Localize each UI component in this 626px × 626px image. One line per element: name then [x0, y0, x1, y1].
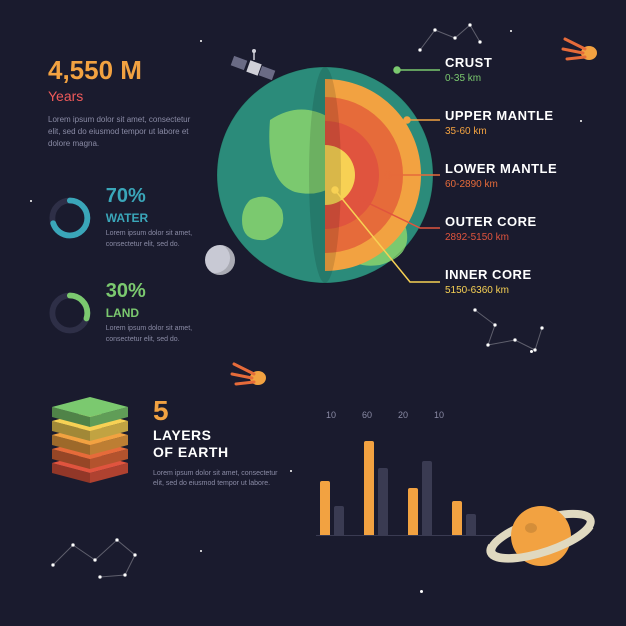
water-donut-chart	[48, 189, 92, 247]
bar-pair	[452, 501, 476, 536]
callout-crust: CRUST 0-35 km	[445, 55, 557, 84]
layers-of-earth-block: 5 LAYERS OF EARTH Lorem ipsum dolor sit …	[48, 395, 283, 490]
layer-callouts: CRUST 0-35 km UPPER MANTLE 35-60 km LOWE…	[445, 55, 557, 320]
satellite-icon	[228, 48, 278, 88]
earth-cutaway-diagram	[210, 60, 440, 290]
age-description: Lorem ipsum dolor sit amet, consectetur …	[48, 114, 198, 150]
saturn-icon	[486, 486, 596, 586]
layers-title-l2: OF EARTH	[153, 444, 283, 461]
moon-icon	[205, 245, 235, 275]
callout-outer-core: OUTER CORE 2892-5150 km	[445, 214, 557, 243]
constellation-icon	[45, 525, 145, 585]
bar-pair	[320, 481, 344, 536]
land-description: Lorem ipsum dolor sit amet, consectetur …	[106, 324, 228, 345]
age-value: 4,550 M	[48, 55, 198, 86]
comet-icon	[230, 360, 270, 390]
age-unit: Years	[48, 88, 198, 104]
land-donut-chart	[48, 284, 92, 342]
earth-age-block: 4,550 M Years Lorem ipsum dolor sit amet…	[48, 55, 198, 150]
bar-pair	[408, 461, 432, 536]
chart-labels: 10 60 20 10	[320, 410, 520, 420]
water-stat: 70% WATER Lorem ipsum dolor sit amet, co…	[48, 185, 228, 250]
layers-description: Lorem ipsum dolor sit amet, consectetur …	[153, 469, 283, 490]
constellation-icon	[415, 20, 485, 60]
layers-count: 5	[153, 395, 169, 426]
callout-inner-core: INNER CORE 5150-6360 km	[445, 267, 557, 296]
land-label: LAND	[106, 306, 228, 320]
layers-title-l1: LAYERS	[153, 427, 283, 444]
bar-pair	[364, 441, 388, 536]
isometric-layers-icon	[48, 395, 133, 490]
callout-upper-mantle: UPPER MANTLE 35-60 km	[445, 108, 557, 137]
land-stat: 30% LAND Lorem ipsum dolor sit amet, con…	[48, 280, 228, 345]
comet-icon	[561, 35, 601, 65]
callout-lower-mantle: LOWER MANTLE 60-2890 km	[445, 161, 557, 190]
